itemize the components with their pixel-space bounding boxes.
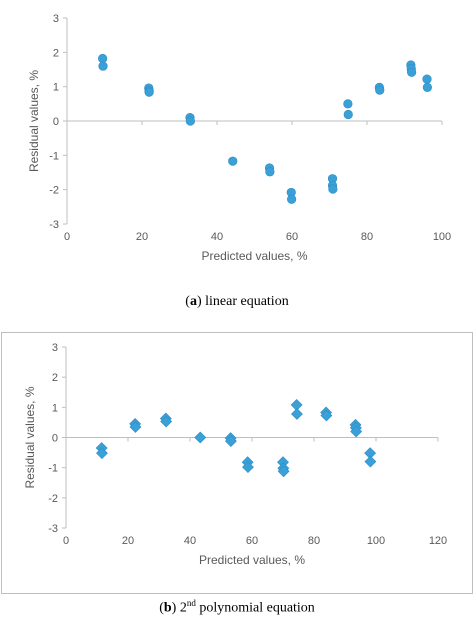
chart-panel-polynomial: -3 -2 -1 0 1 2 3 0 20 40 60 80 100 120 Predicted value… [1,332,473,594]
caption-polynomial-label: b [163,600,172,616]
x-tick-label: 0 [63,535,69,547]
y-tick-label: -3 [48,523,58,535]
data-point [291,408,303,420]
data-point [343,109,353,120]
data-point [129,421,142,433]
data-point [96,447,108,460]
y-tick-label: -1 [49,150,59,162]
data-point [375,85,385,95]
data-point [320,409,333,422]
caption-linear-label: a [189,294,197,309]
x-tick-label: 40 [211,231,223,243]
data-point [328,184,338,194]
data-point [287,194,297,204]
y-tick-label: 2 [52,372,58,384]
chart-panel-linear: -3 -2 -1 0 1 2 3 0 20 40 60 80 100 Predicted values, … [27,13,451,263]
x-tick-label: 100 [433,231,451,243]
y-tick-label: 1 [53,82,59,94]
data-point [242,461,254,473]
y-tick-label: 0 [52,433,58,445]
x-tick-label: 60 [246,535,258,547]
y-tick-label: -3 [49,219,59,231]
y-tick-label: 3 [53,13,59,25]
y-tick-label: 3 [52,342,58,354]
data-point [224,435,237,448]
caption-polynomial-sup: nd [186,598,196,608]
x-tick-label: 20 [122,535,134,547]
y-tick-label: -2 [48,493,58,505]
x-tick-label: 0 [64,231,70,243]
x-tick-label: 80 [308,535,320,547]
caption-polynomial: (b) 2nd polynomial equation [159,598,315,616]
y-tick-label: -2 [49,185,59,197]
y-tick-label: 0 [53,116,59,128]
data-point [422,82,432,92]
x-axis-label: Predicted values, % [199,553,305,567]
x-tick-label: 20 [136,231,148,243]
data-point [343,99,353,109]
data-point [185,116,195,126]
caption-polynomial-pre: 2 [176,600,187,616]
caption-linear-text: linear equation [201,294,289,309]
data-point [194,431,207,444]
data-point [364,455,377,468]
data-point [160,415,173,428]
data-point [407,67,417,77]
x-tick-label: 60 [286,231,298,243]
x-tick-label: 80 [361,231,373,243]
chart-polynomial-svg: -3 -2 -1 0 1 2 3 0 20 40 60 80 100 120 Predicted value… [23,342,447,567]
x-tick-label: 120 [429,535,447,547]
data-point [144,87,154,97]
data-point [98,61,108,71]
caption-polynomial-post: polynomial equation [195,600,315,616]
data-point [350,425,363,438]
chart-linear-svg: -3 -2 -1 0 1 2 3 0 20 40 60 80 100 Predicted values, … [27,13,451,263]
data-point [422,74,432,84]
y-tick-label: -1 [48,463,58,475]
y-axis-label: Residual values, % [23,386,37,488]
y-tick-label: 2 [53,47,59,59]
y-tick-label: 1 [52,402,58,414]
x-tick-label: 40 [184,535,196,547]
data-point [277,465,290,478]
data-point [228,156,238,166]
caption-linear: (a) linear equation [185,294,289,309]
x-axis-label: Predicted values, % [201,249,307,263]
y-axis-label: Residual values, % [27,70,41,172]
x-tick-label: 100 [367,535,385,547]
data-point [265,167,275,177]
